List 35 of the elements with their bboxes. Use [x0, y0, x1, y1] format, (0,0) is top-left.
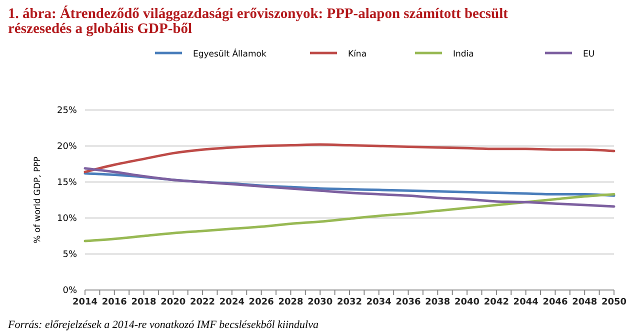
- x-tick-label: 2014: [72, 297, 98, 308]
- x-tick-label: 2040: [454, 297, 480, 308]
- x-tick-label: 2022: [190, 297, 216, 308]
- text: Forrás: előrejelzések a 2014-re vonatkozó IMF becslésekből kiindulva: [7, 319, 319, 331]
- x-tick-label: 2020: [160, 297, 186, 308]
- x-tick-label: 2018: [131, 297, 156, 308]
- x-tick-label: 2032: [336, 297, 362, 308]
- legend-label: EU: [583, 50, 595, 60]
- chart-title: 1. ábra: Átrendeződő világgazdasági erőviszonyok: PPP-alapon számított becsült részesedés a globális GDP-ből: [8, 5, 508, 37]
- x-tick-label: 2024: [219, 297, 244, 308]
- x-tick-label: 2028: [278, 297, 304, 308]
- y-tick-label: 15%: [56, 178, 78, 188]
- y-tick-label: 5%: [62, 250, 78, 260]
- legend-label: Kína: [348, 50, 367, 60]
- x-tick-label: 2044: [513, 297, 538, 308]
- y-axis-title: % of world GDP, PPP: [33, 156, 43, 244]
- x-tick-label: 2030: [308, 297, 333, 308]
- x-tick-label: 2016: [102, 297, 127, 308]
- x-tick-label: 2050: [601, 297, 627, 308]
- x-tick-label: 2048: [572, 297, 598, 308]
- x-tick-label: 2034: [366, 297, 392, 308]
- line-series: [84, 167, 616, 208]
- x-tick-label: 2042: [484, 297, 509, 308]
- line-series: [84, 192, 616, 242]
- y-tick-label: 25%: [56, 106, 78, 116]
- x-tick-label: 2026: [248, 297, 274, 308]
- y-tick-label: 10%: [56, 214, 78, 224]
- x-tick-label: 2046: [542, 297, 568, 308]
- legend-label: Egyesült Államok: [193, 48, 266, 60]
- y-tick-label: 20%: [56, 142, 78, 152]
- y-tick-label: 0%: [62, 286, 78, 296]
- line-series: [84, 143, 616, 174]
- x-tick-label: 2038: [425, 297, 450, 308]
- legend-label: India: [453, 50, 474, 60]
- x-tick-label: 2036: [396, 297, 421, 308]
